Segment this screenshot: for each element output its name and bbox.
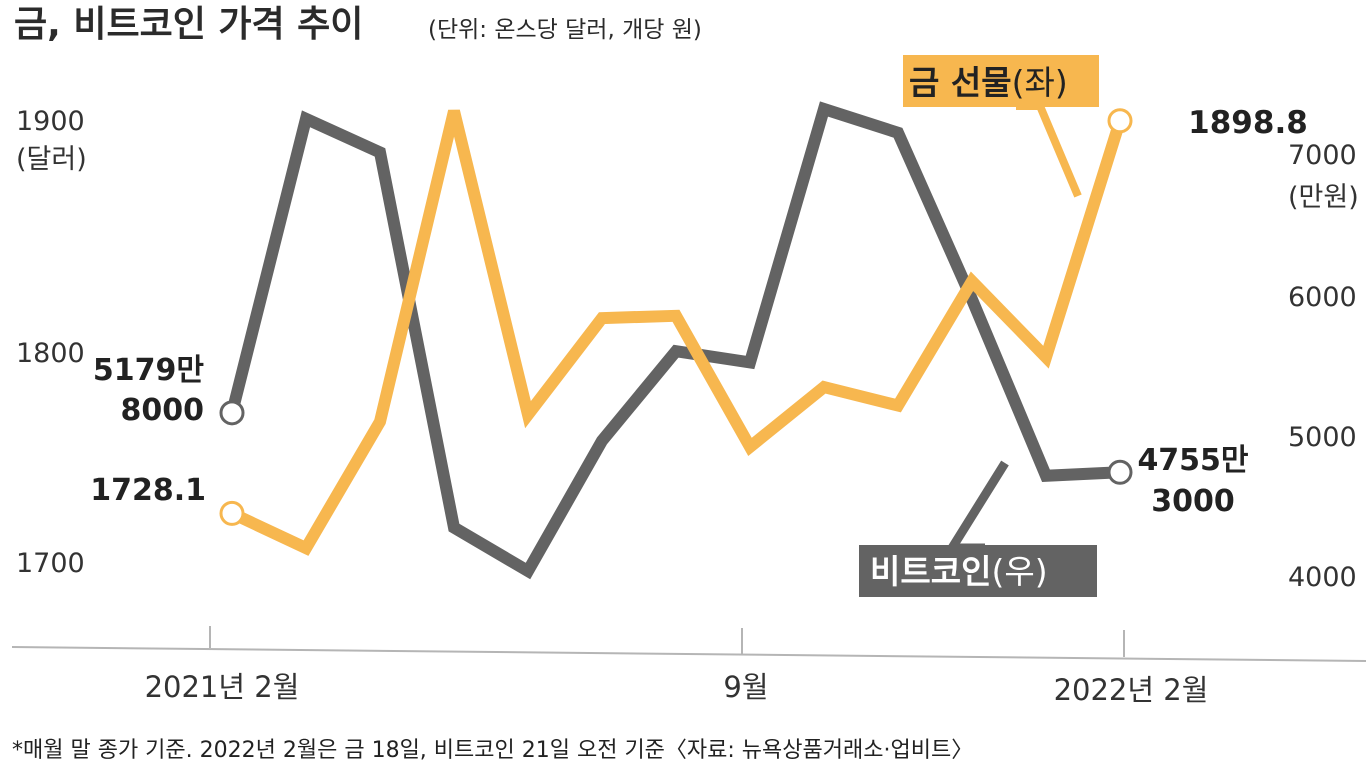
footnote: *매월 말 종가 기준. 2022년 2월은 금 18일, 비트코인 21일 오… <box>12 738 973 763</box>
left-axis-unit: (달러) <box>16 144 87 175</box>
bitcoin-start-label-1: 5179만 <box>93 353 204 388</box>
left-tick-1800: 1800 <box>16 338 85 369</box>
chart-title: 금, 비트코인 가격 추이 <box>14 4 363 45</box>
bitcoin-start-marker <box>219 400 245 426</box>
x-axis-line <box>11 646 1367 662</box>
left-tick-1700: 1700 <box>16 548 85 579</box>
left-tick-1900: 1900 <box>16 106 85 137</box>
bitcoin-end-label-2: 3000 <box>1151 484 1235 519</box>
gold-end-marker <box>1107 108 1133 134</box>
gold-line <box>229 109 1126 556</box>
bitcoin-end-marker <box>1107 459 1133 485</box>
x-tick-label-start: 2021년 2월 <box>145 670 300 704</box>
bitcoin-callout-pointer <box>943 460 1009 553</box>
x-tick-label-end: 2022년 2월 <box>1054 673 1209 707</box>
bitcoin-legend-box <box>859 545 1097 597</box>
bitcoin-legend-text: 비트코인(우) <box>870 552 1048 591</box>
right-tick-4000: 4000 <box>1288 562 1357 593</box>
right-tick-5000: 5000 <box>1288 422 1357 453</box>
right-tick-7000: 7000 <box>1288 140 1357 171</box>
gold-start-label: 1728.1 <box>90 473 206 508</box>
bitcoin-end-label-1: 4755만 <box>1137 443 1248 478</box>
gold-legend-text: 금 선물(좌) <box>909 63 1068 102</box>
gold-end-label: 1898.8 <box>1188 105 1308 141</box>
bitcoin-line <box>226 101 1121 580</box>
gold-start-marker <box>219 500 245 526</box>
chart-subtitle: (단위: 온스당 달러, 개당 원) <box>428 17 702 43</box>
right-tick-6000: 6000 <box>1288 282 1357 313</box>
bitcoin-start-label-2: 8000 <box>121 393 205 428</box>
gold-legend-box <box>903 55 1099 107</box>
x-tick-label-mid: 9월 <box>723 670 768 704</box>
gold-callout-pointer <box>1016 102 1082 198</box>
right-axis-unit: (만원) <box>1288 182 1359 213</box>
